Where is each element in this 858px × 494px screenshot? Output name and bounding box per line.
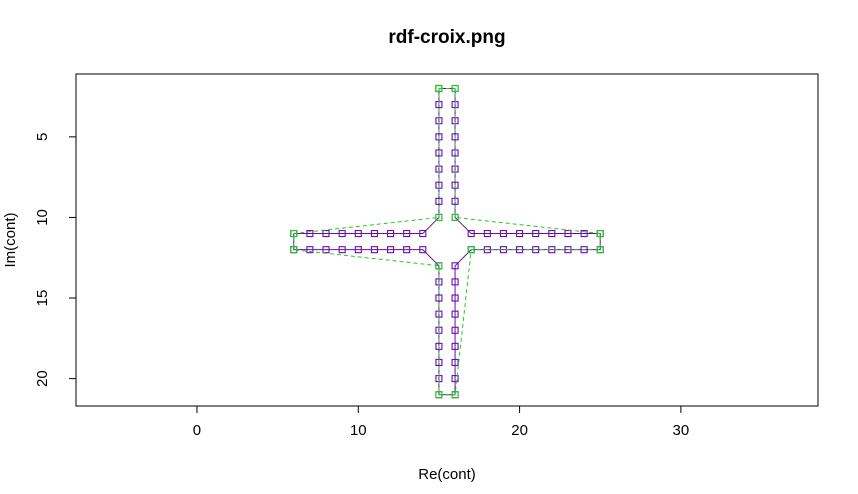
data-point (354, 246, 362, 254)
data-point (467, 230, 475, 238)
series-1 (290, 84, 604, 399)
data-point (370, 230, 378, 238)
y-tick-label: 10 (34, 209, 51, 226)
data-point (499, 230, 508, 238)
x-axis: 0 10 20 30 (193, 405, 690, 439)
data-point (451, 310, 459, 318)
data-point (403, 246, 411, 254)
data-point (580, 246, 588, 254)
data-point (370, 246, 378, 254)
series-layer (290, 84, 604, 399)
x-tick-label: 10 (350, 422, 367, 439)
y-tick-label: 5 (34, 133, 51, 141)
y-axis-label: Im(cont) (2, 212, 19, 267)
data-point (451, 133, 459, 141)
y-axis: 5 10 15 20 (34, 133, 77, 387)
data-point (451, 358, 459, 367)
data-point (435, 294, 443, 302)
data-point (322, 230, 330, 238)
data-point (435, 197, 443, 205)
data-point (435, 213, 443, 221)
data-point (435, 84, 443, 93)
data-point (451, 213, 459, 221)
data-point (580, 230, 588, 238)
data-point (548, 230, 556, 238)
data-point (451, 197, 459, 205)
data-point (290, 246, 298, 254)
y-tick-label: 20 (34, 370, 51, 387)
data-point (435, 262, 443, 270)
data-point (483, 230, 491, 238)
data-point (451, 262, 459, 270)
data-point (435, 391, 443, 399)
data-point (338, 230, 346, 238)
data-point (467, 246, 475, 254)
data-point (338, 246, 346, 254)
data-point (596, 246, 604, 254)
data-point (451, 278, 459, 286)
data-point (516, 230, 524, 238)
data-point (419, 230, 427, 238)
data-point (451, 294, 459, 302)
data-point (564, 230, 572, 238)
data-point (290, 230, 298, 238)
plot-frame (75, 73, 819, 407)
chart-title: rdf-croix.png (388, 27, 505, 48)
data-point (516, 246, 524, 254)
data-point (451, 391, 459, 399)
y-tick-label: 15 (34, 290, 51, 307)
data-point (451, 342, 459, 350)
data-point (403, 230, 411, 238)
x-tick-label: 30 (673, 422, 690, 439)
data-point (451, 375, 459, 383)
data-point (322, 246, 330, 254)
data-point (451, 84, 459, 93)
series-line (293, 88, 601, 396)
data-point (354, 230, 362, 238)
data-point (451, 326, 459, 334)
x-tick-label: 0 (193, 422, 201, 439)
data-point (532, 230, 540, 238)
data-point (386, 230, 395, 238)
x-tick-label: 20 (511, 422, 528, 439)
x-axis-label: Re(cont) (418, 466, 476, 483)
data-point (419, 246, 427, 254)
data-point (596, 230, 604, 238)
data-point (306, 246, 314, 254)
series-line (293, 88, 601, 396)
series-2 (290, 84, 604, 399)
data-point (435, 149, 443, 157)
data-point (386, 246, 395, 254)
data-point (306, 230, 314, 238)
data-point (435, 342, 443, 350)
